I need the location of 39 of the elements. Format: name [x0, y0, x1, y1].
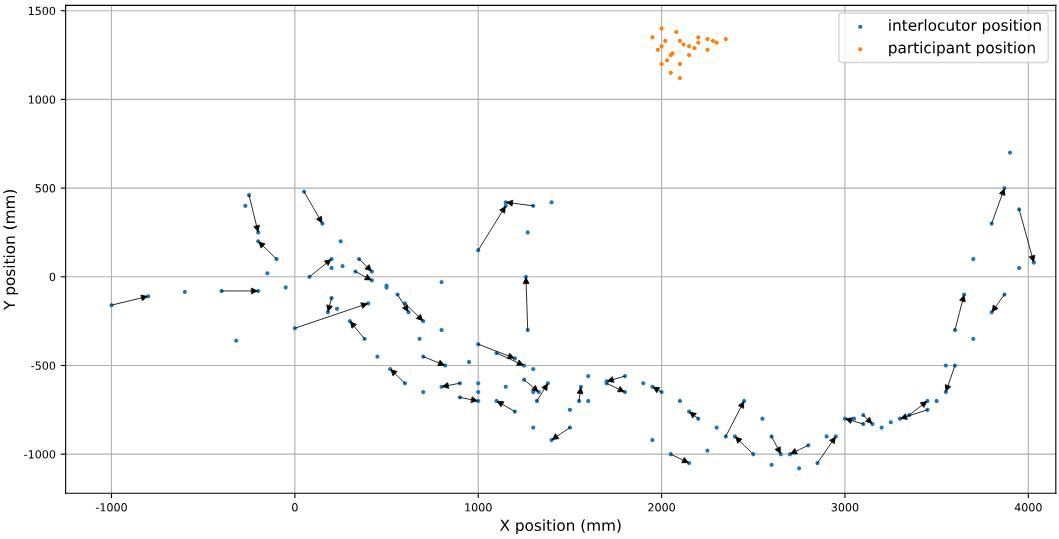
point [674, 29, 679, 35]
y-tick-label: 500 [35, 184, 56, 193]
legend-label: interlocutor position [889, 19, 1041, 34]
y-tick-label: 1500 [28, 6, 56, 16]
point [668, 70, 673, 75]
y-tick-label: -500 [31, 361, 56, 370]
y-tick-label: 0 [49, 272, 56, 282]
point [663, 38, 668, 43]
point [696, 40, 701, 45]
point [659, 44, 664, 49]
point [723, 37, 728, 42]
x-tick-label: 4000 [1014, 503, 1042, 512]
point [677, 61, 683, 67]
point [659, 26, 664, 31]
point [692, 45, 697, 51]
point [714, 40, 719, 45]
x-tick-label: 3000 [831, 503, 859, 512]
y-tick-label: 1000 [28, 95, 56, 104]
x-tick-label: -1000 [95, 503, 127, 512]
x-tick-label: 0 [292, 503, 298, 512]
point [705, 47, 710, 52]
point [696, 35, 701, 40]
legend-label: participant position [889, 41, 1035, 57]
point [687, 44, 692, 49]
point [677, 76, 683, 81]
x-tick-label: 1000 [465, 503, 492, 512]
point [677, 38, 683, 43]
point [650, 35, 655, 40]
point [710, 38, 716, 43]
point [665, 58, 670, 63]
x-axis-title: X position (mm) [500, 519, 621, 534]
point [705, 37, 710, 42]
point [655, 47, 661, 52]
point [687, 52, 692, 58]
point [681, 42, 686, 47]
point [659, 61, 664, 67]
y-axis-title: Y position (mm) [3, 189, 19, 310]
y-tick-label: -1000 [24, 450, 56, 459]
x-tick-label: 2000 [648, 503, 675, 512]
